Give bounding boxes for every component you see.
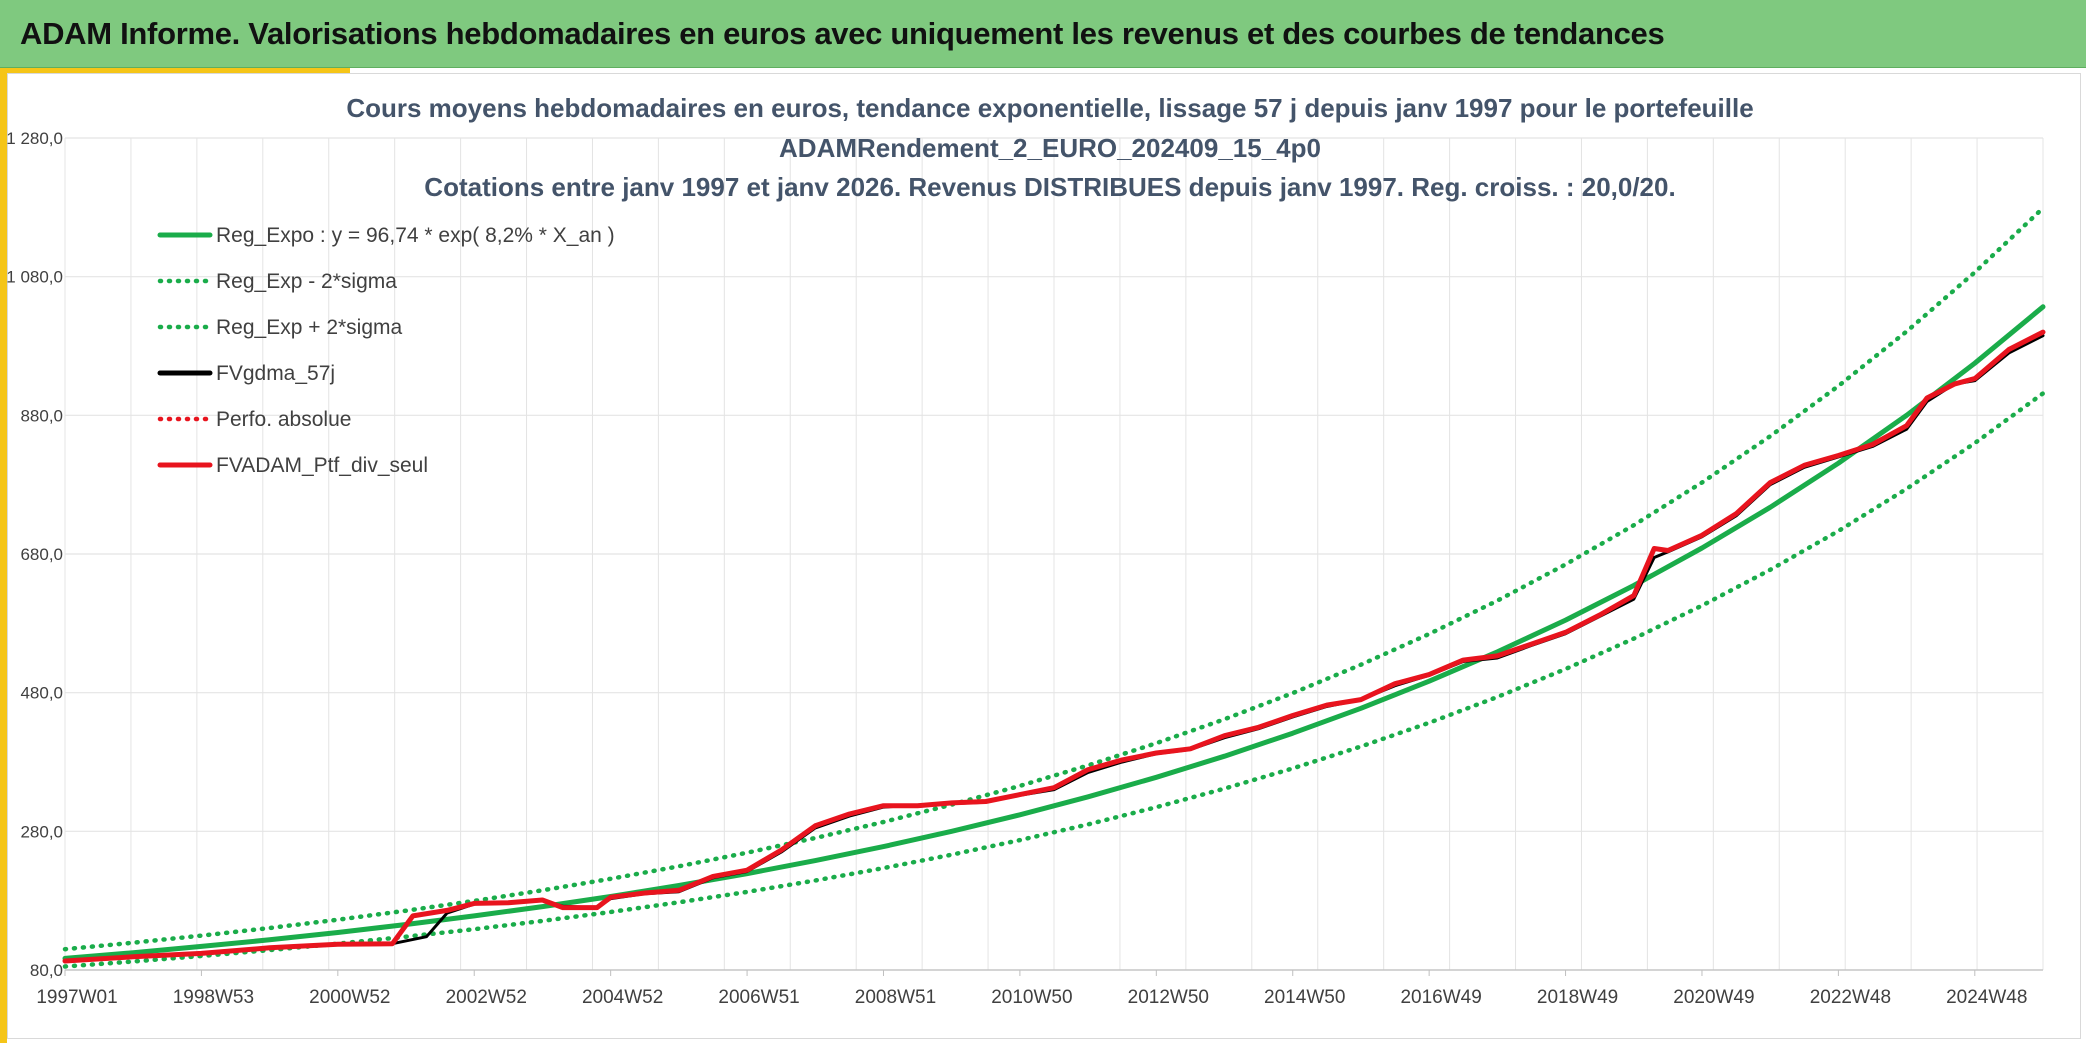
x-tick-label: 2000W52 bbox=[309, 987, 390, 1008]
accent-left-bar bbox=[0, 68, 7, 1043]
legend-label: Perfo. absolue bbox=[216, 408, 351, 431]
x-tick-label: 2022W48 bbox=[1810, 987, 1891, 1008]
chart-title-line-1: Cours moyens hebdomadaires en euros, ten… bbox=[346, 93, 1753, 123]
x-tick-label: 2006W51 bbox=[718, 987, 799, 1008]
series-line-reg-exp-2-sigma bbox=[62, 205, 2046, 952]
y-tick-label: 1 080,0 bbox=[6, 268, 63, 287]
legend-label: FVADAM_Ptf_div_seul bbox=[216, 454, 428, 477]
chart-title-line-3: Cotations entre janv 1997 et janv 2026. … bbox=[424, 172, 1675, 202]
series-line-reg-expo bbox=[62, 304, 2046, 961]
y-tick-label: 80,0 bbox=[30, 961, 63, 980]
legend: Reg_Expo : y = 96,74 * exp( 8,2% * X_an … bbox=[157, 224, 615, 477]
legend-label: Reg_Exp - 2*sigma bbox=[216, 270, 397, 293]
x-tick-label: 2018W49 bbox=[1537, 987, 1618, 1008]
x-tick-label: 2016W49 bbox=[1400, 987, 1481, 1008]
x-tick-label: 2020W49 bbox=[1673, 987, 1754, 1008]
x-tick-label: 2002W52 bbox=[446, 987, 527, 1008]
accent-bar bbox=[0, 68, 350, 73]
chart-title-line-2: ADAMRendement_2_EURO_202409_15_4p0 bbox=[779, 133, 1321, 163]
series-line-fvadam-ptf-div-seul bbox=[62, 329, 2046, 964]
x-tick-label: 1998W53 bbox=[173, 987, 254, 1008]
y-tick-label: 1 280,0 bbox=[6, 129, 63, 148]
y-tick-label: 480,0 bbox=[20, 684, 63, 703]
x-tick-label: 2004W52 bbox=[582, 987, 663, 1008]
legend-label: Reg_Exp + 2*sigma bbox=[216, 316, 403, 339]
x-tick-label: 2010W50 bbox=[991, 987, 1072, 1008]
series bbox=[62, 205, 2046, 969]
x-tick-label: 1997W01 bbox=[36, 987, 117, 1008]
x-tick-label: 2012W50 bbox=[1128, 987, 1209, 1008]
grid bbox=[64, 137, 2044, 971]
x-axis: 1997W01 1998W53 2000W52 2002W52 2004W52 2006W… bbox=[36, 969, 2043, 1008]
y-tick-label: 280,0 bbox=[20, 822, 63, 841]
x-tick-label: 2024W48 bbox=[1946, 987, 2027, 1008]
y-tick-label: 880,0 bbox=[20, 406, 63, 425]
header-banner: ADAM Informe. Valorisations hebdomadaire… bbox=[0, 0, 2086, 68]
y-axis: 80,0 280,0 480,0 680,0 880,0 1 080,0 1 280,0 bbox=[6, 129, 63, 980]
legend-label: FVgdma_57j bbox=[216, 362, 335, 385]
legend-label: Reg_Expo : y = 96,74 * exp( 8,2% * X_an … bbox=[216, 224, 615, 247]
chart-frame bbox=[7, 73, 2081, 1039]
x-tick-label: 2014W50 bbox=[1264, 987, 1345, 1008]
y-tick-label: 680,0 bbox=[20, 545, 63, 564]
chart-title: Cours moyens hebdomadaires en euros, ten… bbox=[346, 93, 1753, 202]
x-tick-label: 2008W51 bbox=[855, 987, 936, 1008]
page-title: ADAM Informe. Valorisations hebdomadaire… bbox=[20, 16, 1665, 51]
